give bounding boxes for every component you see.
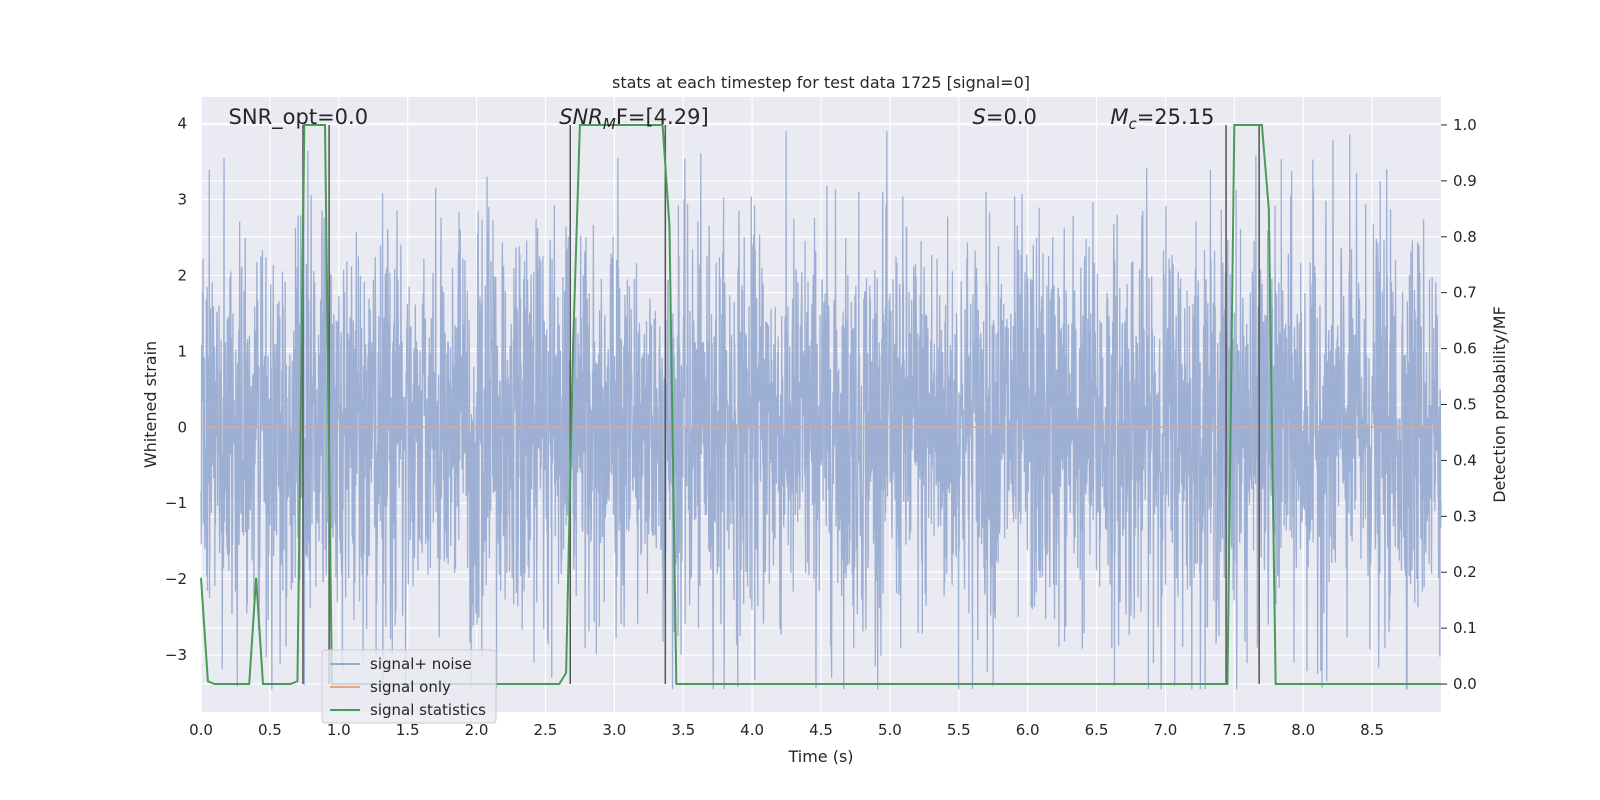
x-tick-label: 6.5 xyxy=(1085,721,1109,739)
y-axis-ticks: −3 −2 −1 0 1 2 3 4 xyxy=(165,115,187,664)
x-tick-label: 7.5 xyxy=(1222,721,1246,739)
y2-axis-label: Detection probability/MF xyxy=(1490,306,1509,503)
x-tick-label: 2.5 xyxy=(534,721,558,739)
y2-tick-label: 0.6 xyxy=(1453,340,1477,358)
annotation: S=0.0 xyxy=(973,105,1037,129)
x-tick-label: 1.5 xyxy=(396,721,420,739)
x-tick-label: 0.5 xyxy=(258,721,282,739)
y-tick-label: −3 xyxy=(165,646,187,664)
annotation: Mc=25.15 xyxy=(1110,105,1214,133)
x-tick-label: 4.0 xyxy=(740,721,764,739)
chart-title: stats at each timestep for test data 172… xyxy=(612,73,1030,92)
x-tick-label: 8.5 xyxy=(1360,721,1384,739)
legend-label: signal only xyxy=(370,678,451,696)
y2-tick-label: 0.2 xyxy=(1453,563,1477,581)
x-tick-label: 8.0 xyxy=(1291,721,1315,739)
x-tick-label: 7.0 xyxy=(1154,721,1178,739)
y-tick-label: 3 xyxy=(177,191,187,209)
y-tick-label: 1 xyxy=(177,342,187,360)
annotation: SNRMF=[4.29] xyxy=(559,105,708,133)
y-tick-label: 0 xyxy=(177,418,187,436)
x-tick-label: 5.5 xyxy=(947,721,971,739)
x-tick-label: 5.0 xyxy=(878,721,902,739)
series-line-signal-plus-noise xyxy=(200,131,1442,690)
y-tick-label: 4 xyxy=(177,115,187,133)
y2-tick-label: 0.4 xyxy=(1453,451,1477,469)
annotations: SNR_opt=0.0 SNRMF=[4.29] S=0.0 Mc=25.15 xyxy=(229,105,1215,133)
y2-tick-label: 0.0 xyxy=(1453,675,1477,693)
y2-tick-label: 0.7 xyxy=(1453,284,1477,302)
y2-tick-label: 0.5 xyxy=(1453,396,1477,414)
x-tick-label: 2.0 xyxy=(465,721,489,739)
x-axis-label: Time (s) xyxy=(787,747,853,766)
y-tick-label: −1 xyxy=(165,494,187,512)
y2-tick-label: 0.8 xyxy=(1453,228,1477,246)
legend-label: signal statistics xyxy=(370,701,486,719)
x-tick-label: 1.0 xyxy=(327,721,351,739)
y-tick-label: 2 xyxy=(177,266,187,284)
y2-tick-label: 0.9 xyxy=(1453,172,1477,190)
x-tick-label: 6.0 xyxy=(1016,721,1040,739)
y2-axis-ticks: 0.0 0.1 0.2 0.3 0.4 0.5 0.6 0.7 0.8 0.9 1.0 xyxy=(1441,116,1477,693)
series-signal-plus-noise xyxy=(200,131,1442,690)
legend: signal+ noise signal only signal statistic… xyxy=(321,649,497,724)
x-tick-label: 0.0 xyxy=(189,721,213,739)
legend-box xyxy=(321,649,497,724)
y2-tick-label: 0.3 xyxy=(1453,507,1477,525)
x-tick-label: 3.0 xyxy=(602,721,626,739)
y-tick-label: −2 xyxy=(165,570,187,588)
x-axis-ticks: 0.0 0.5 1.0 1.5 2.0 2.5 3.0 3.5 4.0 4.5 5.0 5.5 6.0 6… xyxy=(189,721,1384,739)
x-tick-label: 4.5 xyxy=(809,721,833,739)
x-tick-label: 3.5 xyxy=(671,721,695,739)
y2-tick-label: 0.1 xyxy=(1453,619,1477,637)
y2-tick-label: 1.0 xyxy=(1453,116,1477,134)
annotation: SNR_opt=0.0 xyxy=(229,105,369,130)
y-axis-label: Whitened strain xyxy=(141,341,160,468)
legend-label: signal+ noise xyxy=(370,655,472,673)
